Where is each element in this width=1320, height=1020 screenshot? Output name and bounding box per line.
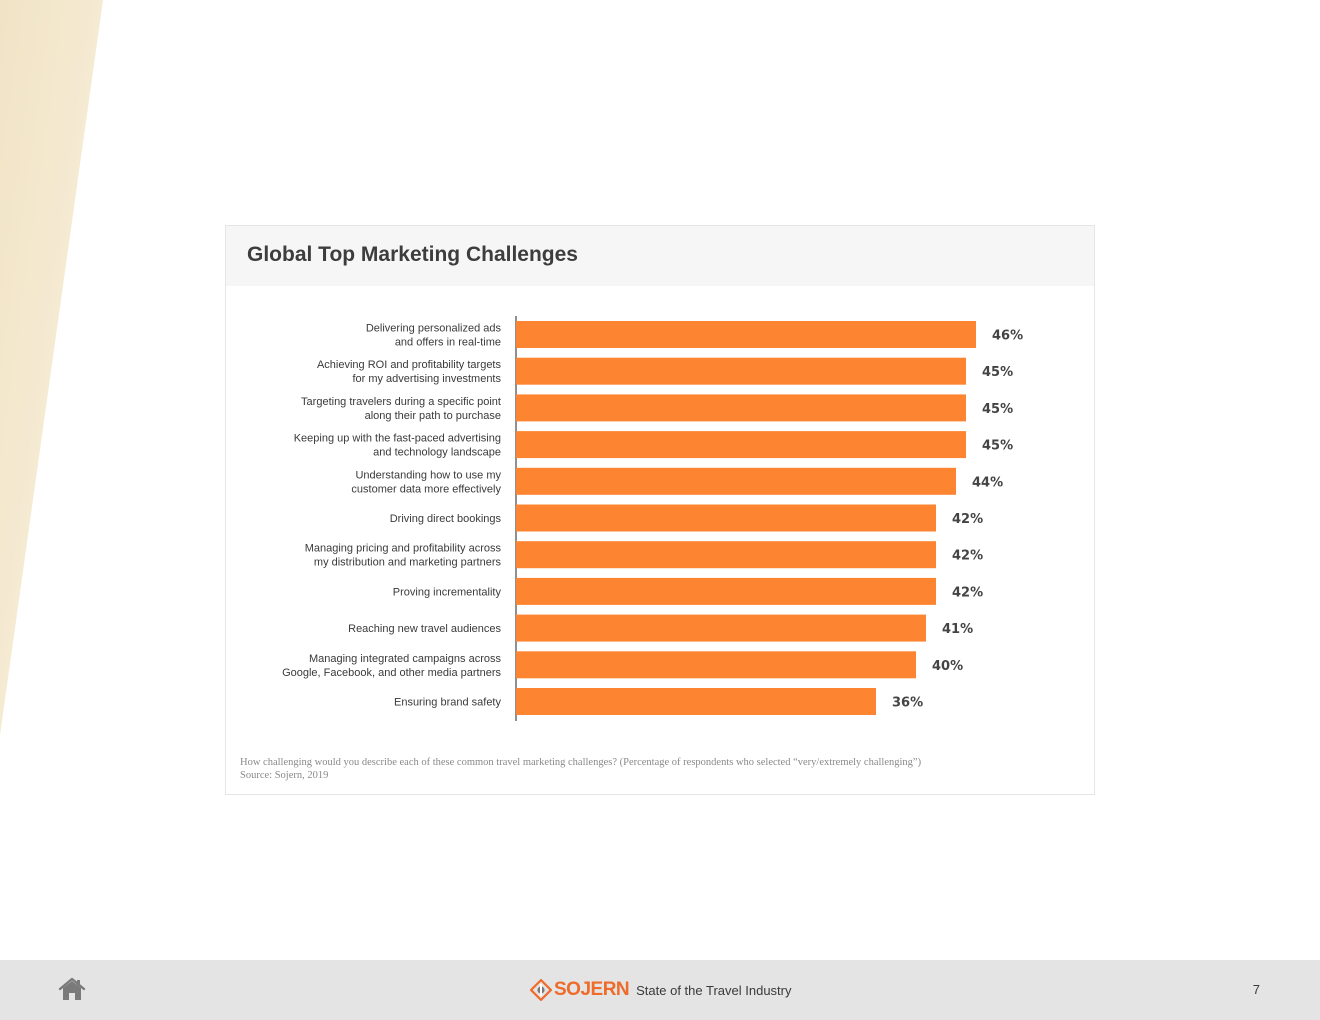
- bar: [516, 541, 936, 569]
- brand-name: SOJERN: [554, 979, 630, 1000]
- category-label: Keeping up with the fast-paced advertisi…: [294, 433, 501, 459]
- category-label-line: Managing pricing and profitability acros…: [305, 543, 502, 555]
- bar: [516, 357, 966, 385]
- bar: [516, 651, 916, 679]
- decorative-paper-strip: [0, 0, 103, 735]
- chart-title: Global Top Marketing Challenges: [247, 243, 578, 266]
- category-label: Understanding how to use my customer data…: [351, 469, 501, 495]
- bar-value-label: 42%: [952, 585, 983, 600]
- bar: [516, 577, 936, 605]
- brand: SOJERN State of the Travel Industry: [530, 978, 792, 1002]
- category-label-line: and offers in real-time: [395, 337, 501, 349]
- sojern-logo-icon: [530, 979, 552, 1001]
- category-label-line: Proving incrementality: [393, 586, 502, 598]
- home-button[interactable]: [58, 976, 86, 1002]
- chart-card: Global Top Marketing Challenges 46% Deliv…: [225, 225, 1095, 795]
- category-label-line: Managing integrated campaigns across: [309, 653, 502, 665]
- bar-value-label: 40%: [932, 659, 963, 674]
- category-label-line: along their path to purchase: [365, 410, 501, 422]
- bar: [516, 321, 976, 348]
- chart-card-header: Global Top Marketing Challenges: [226, 226, 1094, 286]
- bar: [516, 394, 966, 422]
- bar-value-label: 36%: [892, 696, 923, 711]
- bar: [516, 614, 926, 642]
- category-label: Managing pricing and profitability acros…: [305, 543, 502, 569]
- category-label-line: Delivering personalized ads: [366, 323, 502, 335]
- bar-value-label: 44%: [972, 475, 1003, 490]
- category-label-line: my distribution and marketing partners: [314, 557, 502, 569]
- category-label-line: Understanding how to use my: [355, 469, 501, 481]
- category-label-line: customer data more effectively: [351, 483, 501, 495]
- chart-footnote-block: How challenging would you describe each …: [240, 756, 1080, 782]
- bar: [516, 688, 876, 715]
- chart-footnote: How challenging would you describe each …: [240, 757, 922, 768]
- category-label: Targeting travelers during a specific po…: [301, 396, 501, 422]
- page-number: 7: [1252, 982, 1260, 997]
- category-label: Achieving ROI and profitability targets f…: [317, 359, 502, 385]
- bar-chart: 46% Delivering personalized ads and offers…: [282, 316, 1023, 721]
- bar-value-label: 41%: [942, 622, 973, 637]
- category-label-line: for my advertising investments: [352, 373, 501, 385]
- bar: [516, 504, 936, 532]
- bar: [516, 467, 956, 495]
- bar-value-label: 45%: [982, 439, 1013, 454]
- category-label: Managing integrated campaigns across Goog…: [282, 653, 501, 679]
- page-footer: SOJERN State of the Travel Industry 7: [0, 960, 1320, 1020]
- category-label: Delivering personalized ads and offers in…: [366, 323, 502, 349]
- category-label-line: Google, Facebook, and other media partne…: [282, 667, 501, 679]
- category-label: Proving incrementality: [393, 586, 502, 598]
- bar-value-label: 42%: [952, 549, 983, 564]
- home-icon: [58, 977, 86, 1000]
- bar-value-label: 42%: [952, 512, 983, 527]
- bar: [516, 431, 966, 459]
- chart-source: Source: Sojern, 2019: [240, 770, 329, 781]
- category-label-line: Keeping up with the fast-paced advertisi…: [294, 433, 501, 445]
- bar-value-label: 45%: [982, 402, 1013, 417]
- category-label: Reaching new travel audiences: [348, 623, 501, 635]
- category-label-line: Ensuring brand safety: [394, 697, 502, 709]
- category-label: Driving direct bookings: [390, 513, 502, 525]
- category-label-line: Reaching new travel audiences: [348, 623, 501, 635]
- bar-value-label: 45%: [982, 365, 1013, 380]
- category-label-line: Achieving ROI and profitability targets: [317, 359, 502, 371]
- category-label: Ensuring brand safety: [394, 697, 502, 709]
- category-label-line: Driving direct bookings: [390, 513, 502, 525]
- footer-title: State of the Travel Industry: [636, 982, 792, 998]
- category-label-line: Targeting travelers during a specific po…: [301, 396, 501, 408]
- bar-value-label: 46%: [992, 329, 1023, 344]
- category-label-line: and technology landscape: [373, 447, 501, 459]
